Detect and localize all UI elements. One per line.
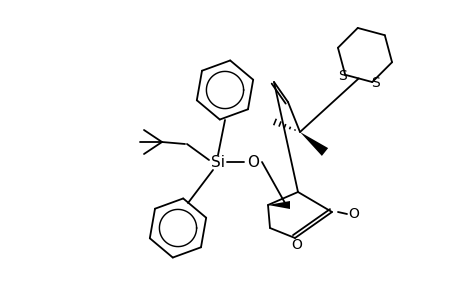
Text: O: O xyxy=(348,207,358,221)
Text: S: S xyxy=(370,76,379,90)
Text: O: O xyxy=(246,154,258,169)
Polygon shape xyxy=(268,201,289,209)
Polygon shape xyxy=(299,132,327,156)
Text: S: S xyxy=(337,69,346,83)
Text: Si: Si xyxy=(211,154,224,169)
Text: O: O xyxy=(291,238,302,252)
